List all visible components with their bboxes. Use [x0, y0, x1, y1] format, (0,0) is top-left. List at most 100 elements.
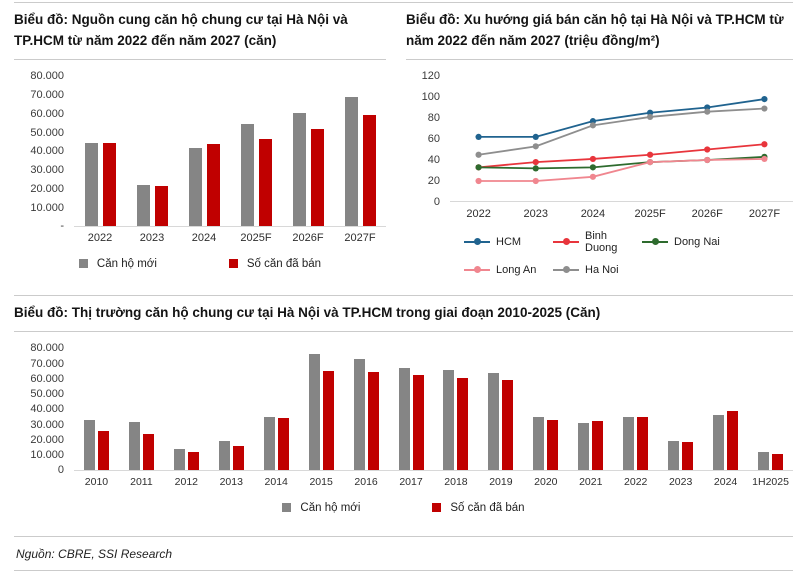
data-point: [532, 158, 539, 166]
divider: [14, 2, 793, 3]
bar: [772, 453, 784, 470]
data-point: [532, 165, 539, 172]
bar: [367, 371, 379, 470]
bar: [758, 451, 770, 470]
bar: [218, 440, 230, 470]
bar: [533, 416, 545, 470]
x-tick-label: 2017: [399, 475, 423, 488]
legend-label: Binh Duong: [585, 229, 618, 254]
bar: [362, 114, 376, 226]
y-tick-label: 70.000: [30, 357, 64, 370]
y-tick-label: 10.000: [30, 201, 64, 214]
legend: Căn hộ mới Số căn đã bán: [14, 502, 793, 514]
category-group: 2012: [164, 348, 209, 488]
y-tick-label: 80.000: [30, 70, 64, 83]
bar: [412, 374, 424, 470]
line-series: [478, 143, 765, 169]
bar: [443, 369, 455, 470]
data-point: [532, 133, 539, 140]
data-point: [589, 173, 597, 180]
legend-swatch: [78, 259, 88, 269]
x-tick-label: 2022: [466, 207, 491, 220]
bar: [713, 414, 725, 470]
x-tick-label: 2027F: [344, 231, 376, 244]
data-point: [532, 143, 539, 150]
data-point: [475, 164, 482, 171]
y-tick-label: 20.000: [30, 182, 64, 195]
bar: [83, 419, 95, 470]
legend-item: Long An: [464, 264, 553, 276]
y-tick-label: 20: [427, 175, 440, 188]
category-group: 2023: [126, 76, 178, 244]
category-group: 2019: [478, 348, 523, 488]
data-point: [761, 140, 768, 148]
bar: [258, 138, 272, 226]
legend-item: Số căn đã bán: [432, 502, 525, 514]
y-axis: 80.000 70.000 60.000 50.000 40.000 30.000 20.0…: [14, 342, 74, 476]
bar: [623, 416, 635, 470]
data-point: [761, 95, 768, 103]
legend-line-mark: [464, 238, 490, 246]
x-tick-label: 2025F: [240, 231, 272, 244]
data-point: [589, 164, 597, 171]
x-tick-label: 2019: [489, 475, 513, 488]
market-chart-title: Biểu đồ: Thị trường căn hộ chung cư tại …: [14, 305, 601, 320]
divider: [14, 295, 793, 296]
x-axis-line: [74, 225, 386, 227]
line-plot: [450, 95, 793, 202]
divider: [14, 330, 793, 332]
data-point: [761, 105, 768, 112]
bar: [310, 128, 324, 226]
data-point: [761, 155, 768, 162]
category-group: 2025F: [230, 76, 282, 244]
x-tick-label: 2024: [191, 231, 217, 244]
legend-swatch: [432, 503, 442, 513]
bar: [292, 112, 306, 226]
legend-line-mark: [642, 238, 668, 246]
category-group: 2023: [658, 348, 703, 488]
plot-area: 2010 2011 2012 2013 2014 2015 2016 2017 2018 2019…: [74, 348, 793, 488]
x-tick-label: 2023: [139, 231, 165, 244]
bar: [344, 96, 358, 226]
x-tick-label: 2022: [87, 231, 113, 244]
category-group: 2010: [74, 348, 119, 488]
legend-item: HCM: [464, 230, 553, 254]
data-point: [589, 122, 597, 129]
legend-label: Căn hộ mới: [300, 501, 361, 514]
legend-label: HCM: [496, 235, 522, 248]
legend-line-mark: [464, 266, 490, 274]
top-section: Biểu đồ: Nguồn cung căn hộ chung cư tại …: [14, 3, 793, 295]
y-tick-label: 60.000: [30, 372, 64, 385]
legend-item: Ha Noi: [553, 264, 642, 276]
x-tick-label: 2025F: [634, 207, 666, 220]
bar: [187, 451, 199, 470]
bar: [578, 422, 590, 470]
y-tick-label: 100: [421, 91, 440, 104]
category-group: 2018: [434, 348, 479, 488]
data-point: [475, 133, 482, 140]
x-tick-label: 2023: [668, 475, 693, 488]
x-tick-label: 1H2025: [752, 475, 789, 488]
y-tick-label: 50.000: [30, 126, 64, 139]
y-axis: 80.000 70.000 60.000 50.000 40.000 30.000 20.0…: [14, 70, 74, 232]
bar: [240, 123, 254, 226]
bar: [308, 353, 320, 470]
y-tick-label: 30.000: [30, 164, 64, 177]
y-tick-label: 70.000: [30, 89, 64, 102]
category-group: 2015: [299, 348, 344, 488]
legend-item: Số căn đã bán: [228, 258, 321, 270]
legend-label: Long An: [496, 263, 537, 276]
y-tick-label: 60: [427, 133, 440, 146]
category-group: 2020: [523, 348, 568, 488]
category-group: 2022: [74, 76, 126, 244]
legend-label: Ha Noi: [585, 263, 619, 276]
panel-supply-chart: Biểu đồ: Nguồn cung căn hộ chung cư tại …: [14, 3, 386, 295]
plot-area: 2022 2023 2024 2025F 2026F 2027F: [74, 76, 386, 244]
divider: [14, 58, 386, 60]
x-tick-label: 2027F: [748, 207, 781, 220]
divider: [14, 570, 793, 571]
plot-area: 2022 2023 2024 2025F 2026F 2027F: [450, 76, 793, 220]
y-tick-label: 80.000: [30, 342, 64, 355]
bar: [128, 421, 140, 470]
